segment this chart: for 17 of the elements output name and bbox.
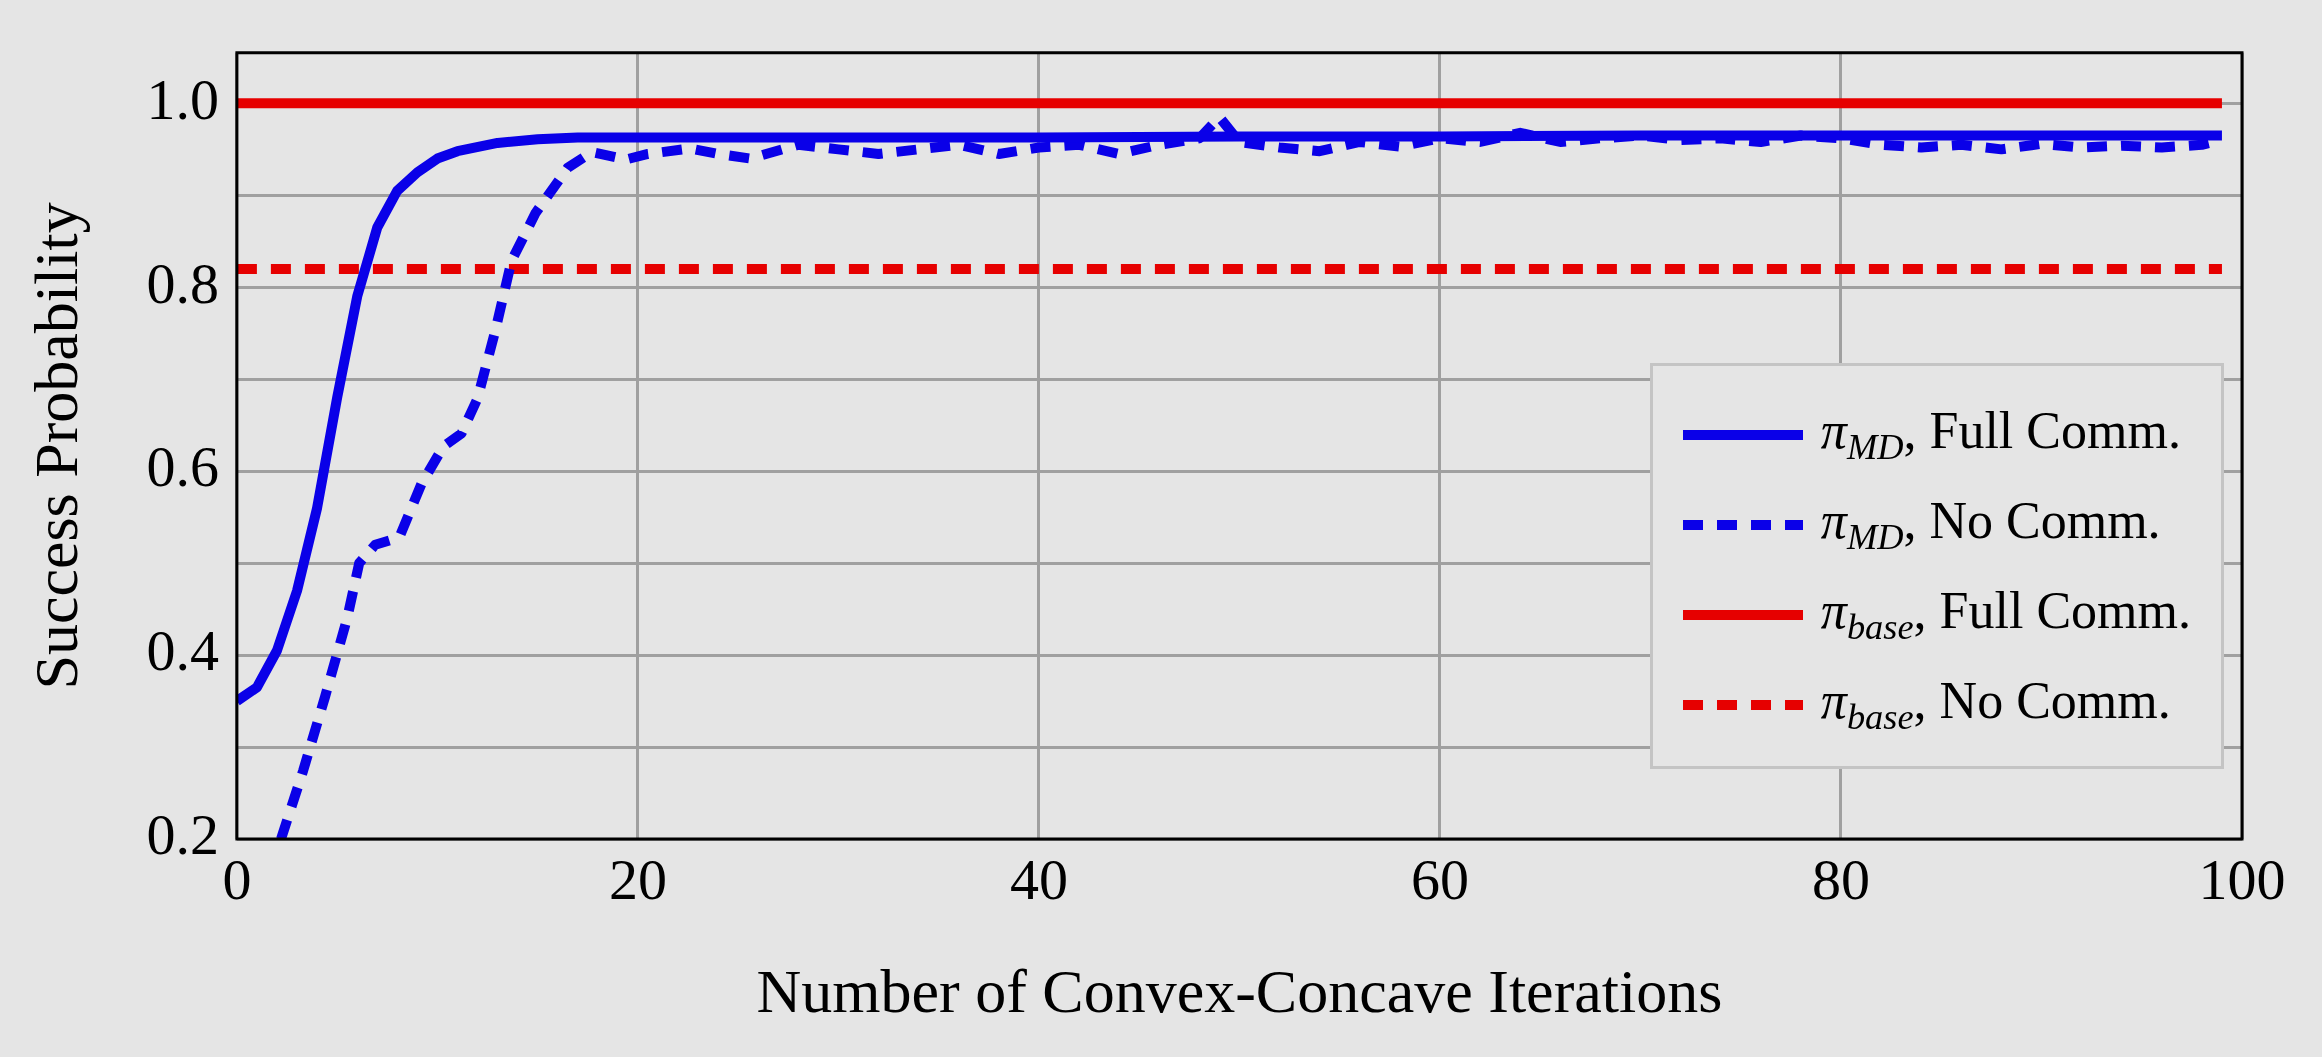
legend-label: π$_{base}$, No Comm.	[1820, 671, 2171, 739]
x-tick-label: 60	[1410, 847, 1469, 913]
y-tick-label: 0.2	[146, 802, 219, 868]
y-tick-label: 0.8	[146, 250, 219, 316]
y-tick-label: 0.6	[146, 434, 219, 500]
y-tick-label: 1.0	[146, 66, 219, 132]
x-tick-label: 40	[1009, 847, 1068, 913]
x-tick-label: 80	[1811, 847, 1870, 913]
y-axis-title: Success Probability	[22, 202, 91, 690]
legend-label: π$_{MD}$, Full Comm.	[1820, 401, 2181, 469]
x-tick-label: 100	[2198, 847, 2286, 913]
x-tick-label: 20	[608, 847, 667, 913]
y-tick-label: 0.4	[146, 618, 219, 684]
x-tick-label: 0	[222, 847, 252, 913]
legend-label: π$_{base}$, Full Comm.	[1820, 581, 2191, 649]
x-axis-title: Number of Convex-Concave Iterations	[756, 957, 1723, 1026]
legend-label: π$_{MD}$, No Comm.	[1820, 491, 2161, 559]
